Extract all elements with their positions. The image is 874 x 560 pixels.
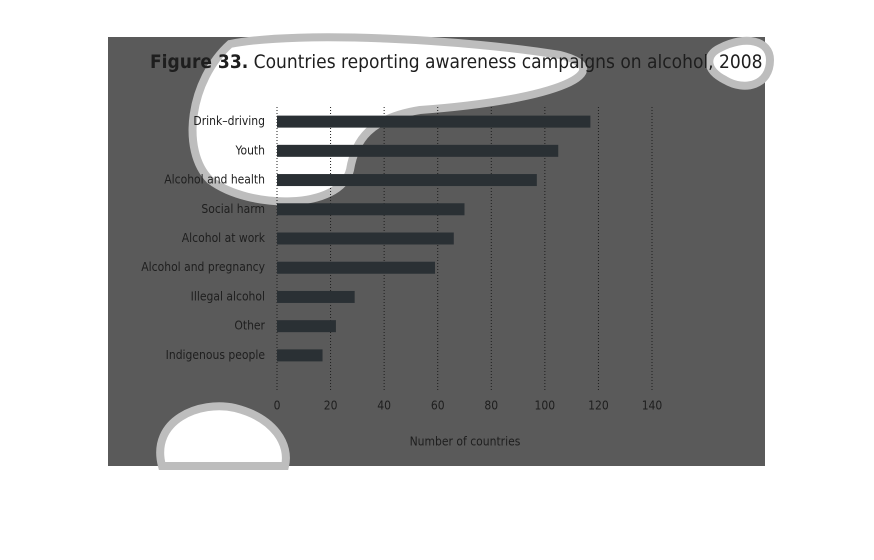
y-tick-label: Alcohol and pregnancy — [141, 260, 265, 274]
x-tick-label: 120 — [588, 399, 609, 413]
y-tick-label: Other — [234, 319, 265, 333]
x-tick-label: 140 — [642, 399, 663, 413]
bar — [277, 144, 559, 157]
decor-blob — [188, 33, 587, 206]
x-axis-label: Number of countries — [410, 435, 521, 449]
figure-label: Figure 33. — [150, 51, 248, 73]
decor-blob — [705, 36, 775, 90]
x-tick-label: 40 — [377, 399, 391, 413]
chart-title: Figure 33. Countries reporting awareness… — [150, 51, 763, 73]
bar — [277, 290, 355, 303]
x-tick-label: 60 — [431, 399, 445, 413]
bar — [277, 261, 436, 274]
bar — [277, 320, 336, 333]
x-tick-label: 80 — [484, 399, 498, 413]
bar — [277, 349, 323, 362]
plot: 0 20 40 60 80 100 120 140 Drink–driving Youth Alco… — [141, 107, 662, 413]
x-tick-label: 100 — [535, 399, 556, 413]
bar — [277, 174, 537, 187]
y-tick-label: Indigenous people — [166, 348, 266, 362]
x-tick-label: 0 — [274, 399, 281, 413]
x-tick-label: 20 — [324, 399, 338, 413]
y-tick-label: Alcohol at work — [182, 231, 266, 245]
y-tick-label: Youth — [234, 143, 265, 157]
title-text: Countries reporting awareness campaigns … — [254, 51, 763, 73]
y-tick-label: Alcohol and health — [164, 173, 265, 187]
bar — [277, 203, 465, 216]
y-tick-label: Drink–driving — [193, 114, 265, 128]
bar — [277, 232, 454, 245]
y-tick-label: Social harm — [201, 202, 265, 216]
decor-blob — [156, 402, 290, 470]
bar — [277, 115, 591, 128]
y-tick-label: Illegal alcohol — [191, 289, 265, 303]
